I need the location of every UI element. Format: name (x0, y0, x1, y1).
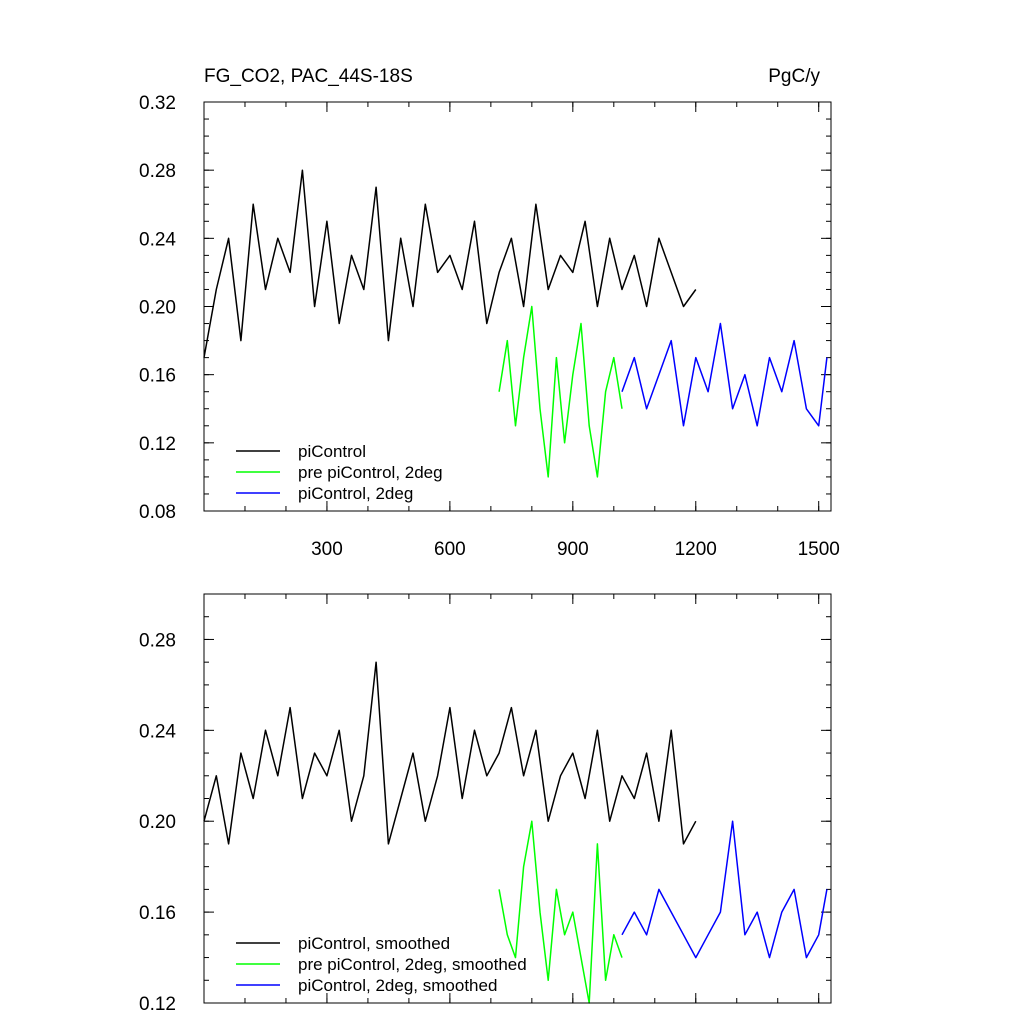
y-tick-label: 0.16 (139, 903, 176, 924)
legend-label: piControl (298, 442, 366, 461)
chart-title: FG_CO2, PAC_44S-18S (204, 66, 413, 87)
top-plot-frame (203, 101, 832, 512)
y-tick-label: 0.28 (139, 161, 176, 182)
top-panel: FG_CO2, PAC_44S-18S PgC/y 0.080.120.160.… (139, 66, 840, 560)
top-y-tick-labels: 0.08 0.12 0.16 0.20 0.24 0.28 0.32 (139, 93, 176, 523)
x-tick-label: 900 (557, 539, 589, 560)
y-tick-label: 0.24 (139, 721, 176, 742)
top-series-lines (203, 169, 828, 478)
y-tick-label: 0.28 (139, 630, 176, 651)
legend-label: pre piControl, 2deg, smoothed (298, 955, 527, 974)
y-tick-label: 0.32 (139, 93, 176, 114)
series-line-2 (498, 305, 623, 478)
series-line-3 (621, 820, 828, 959)
y-tick-label: 0.16 (139, 366, 176, 387)
y-tick-label: 0.12 (139, 994, 176, 1015)
x-tick-label: 1500 (798, 539, 840, 560)
legend-label: pre piControl, 2deg (298, 463, 443, 482)
series-line-1 (203, 661, 697, 845)
y-tick-label: 0.20 (139, 812, 176, 833)
bottom-plot-frame (203, 593, 832, 1004)
series-line-1 (203, 169, 697, 358)
bottom-legend: piControl, smoothed pre piControl, 2deg, … (236, 934, 527, 995)
legend-label: piControl, 2deg, smoothed (298, 976, 497, 995)
legend-label: piControl, smoothed (298, 934, 450, 953)
top-x-tick-labels: 300 600 900 1200 1500 (311, 539, 840, 560)
series-line-2 (498, 820, 623, 1004)
x-tick-label: 600 (434, 539, 466, 560)
y-tick-label: 0.12 (139, 434, 176, 455)
y-tick-label: 0.08 (139, 502, 176, 523)
series-line-3 (621, 322, 828, 427)
bottom-panel: 0.12 0.16 0.20 0.24 0.28 piControl, smoothed… (139, 593, 832, 1015)
top-legend: piControl pre piControl, 2deg piControl, 2… (236, 442, 443, 503)
y-tick-label: 0.24 (139, 229, 176, 250)
x-tick-label: 1200 (675, 539, 717, 560)
legend-label: piControl, 2deg (298, 484, 413, 503)
x-tick-label: 300 (311, 539, 343, 560)
y-tick-label: 0.20 (139, 298, 176, 319)
bottom-series-lines (203, 661, 828, 1004)
units-label: PgC/y (768, 66, 820, 87)
bottom-y-tick-labels: 0.12 0.16 0.20 0.24 0.28 (139, 630, 176, 1015)
